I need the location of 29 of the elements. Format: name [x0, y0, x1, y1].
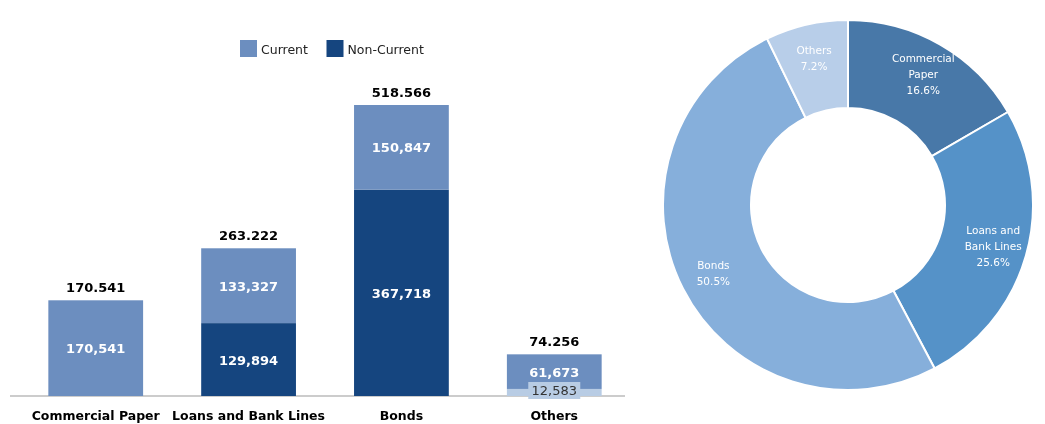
bar: [201, 323, 296, 396]
bar: [354, 189, 449, 396]
legend-label: Non-Current: [347, 42, 424, 57]
legend-label: Current: [261, 42, 309, 57]
data-label: 133,327: [218, 278, 279, 294]
data-label: 61,673: [529, 364, 580, 380]
annotation: 74.256: [529, 334, 580, 350]
annotation: 263.222: [218, 228, 279, 244]
annotation: 518.566: [371, 85, 432, 100]
data-label: 7.2%: [800, 59, 828, 72]
bar: [48, 300, 144, 396]
x-tick-label: Others: [530, 408, 579, 423]
x-tick-label: Bonds: [379, 408, 424, 423]
bar: [201, 248, 296, 324]
data-label: 170,541: [66, 341, 126, 357]
data-label: 129,894: [218, 352, 279, 368]
bar: [354, 105, 449, 190]
slice-label: Commercial Paper: [891, 52, 955, 81]
slice-label: Loans and Bank Lines: [964, 224, 1022, 253]
data-label: 367,718: [371, 285, 432, 301]
data-label: 25.6%: [976, 256, 1010, 269]
data-label: 50.5%: [696, 275, 731, 288]
slice-label: Bonds: [697, 259, 730, 272]
x-tick-label: Commercial Paper: [31, 408, 161, 423]
annotation: 170.541: [66, 280, 126, 296]
data-label: 150,847: [371, 140, 432, 156]
x-tick-label: Loans and Bank Lines: [172, 408, 326, 423]
data-label: 16.6%: [906, 84, 940, 97]
slice-label: Others: [796, 43, 832, 56]
